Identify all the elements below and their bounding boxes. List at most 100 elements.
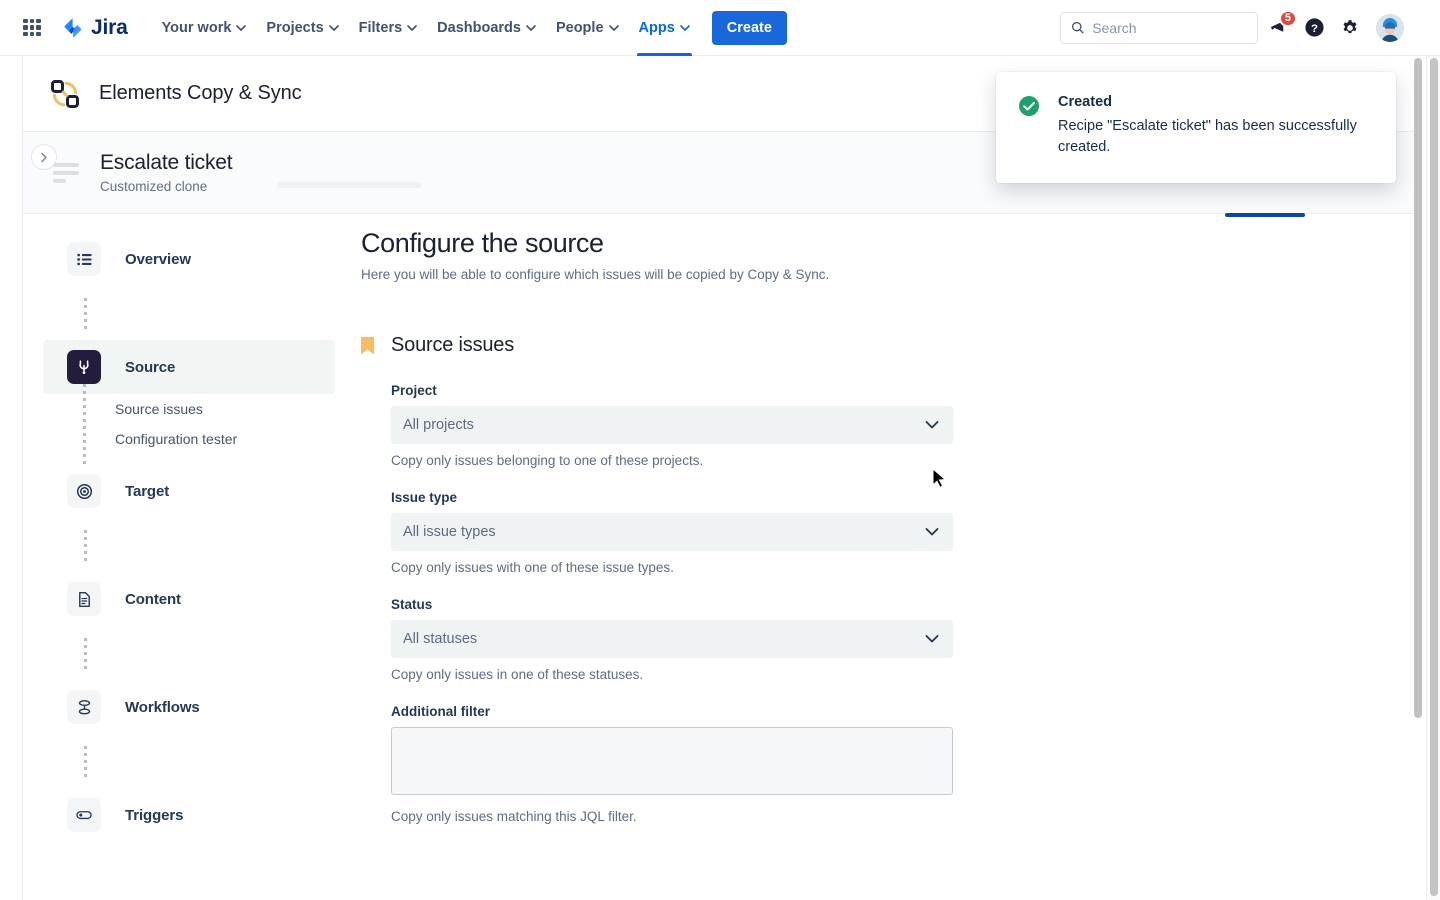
page-subtitle: Here you will be able to configure which…: [361, 267, 830, 282]
rail-subitem-configuration-tester[interactable]: Configuration tester: [115, 431, 238, 447]
svg-text:?: ?: [1311, 23, 1318, 35]
rail-connector: [83, 286, 87, 340]
field-project: Project All projects Copy only issues be…: [391, 383, 953, 468]
create-button[interactable]: Create: [711, 10, 787, 45]
page-bottom-spacer: [45, 898, 1418, 900]
chevron-down-icon: [328, 24, 339, 31]
chevron-down-icon: [925, 421, 939, 429]
primary-nav-items: Your work Projects Filters Dashboards Pe…: [152, 0, 787, 56]
recipe-step-rail: Overview Source Source issues Conf: [23, 214, 353, 900]
rail-item-label: Target: [125, 482, 170, 500]
page-title: Configure the source: [361, 228, 604, 258]
source-issues-form: Project All projects Copy only issues be…: [391, 383, 953, 824]
field-label: Additional filter: [391, 704, 490, 719]
gear-icon: [1343, 19, 1357, 33]
app-shell: Elements Copy & Sync Escalate ticket Cus…: [22, 56, 1418, 900]
rail-item-workflows[interactable]: Workflows: [43, 680, 335, 734]
recipe-placeholder-icon: [53, 162, 79, 184]
hidden-primary-button-edge[interactable]: [1225, 213, 1305, 217]
field-help: Copy only issues in one of these statuse…: [391, 667, 644, 682]
elements-copy-sync-logo-icon: [51, 79, 79, 108]
chevron-down-icon: [407, 24, 417, 31]
rail-subitem-source-issues[interactable]: Source issues: [115, 401, 203, 417]
rail-connector-dots: [83, 384, 86, 464]
app-title: Elements Copy & Sync: [99, 82, 302, 104]
rail-item-target[interactable]: Target: [43, 464, 335, 518]
field-help: Copy only issues matching this JQL filte…: [391, 809, 637, 824]
notification-badge: 5: [1278, 9, 1297, 27]
nav-item-your-work[interactable]: Your work: [152, 0, 257, 56]
source-subitems: Source issues Configuration tester: [67, 384, 353, 464]
recipe-subtitle: Customized clone: [100, 178, 208, 194]
list-icon: [67, 242, 101, 276]
rail-item-label: Triggers: [125, 806, 184, 824]
toast-message: Recipe "Escalate ticket" has been succes…: [1058, 118, 1357, 155]
search-icon: [1071, 21, 1084, 34]
avatar-image: [1376, 13, 1404, 42]
page-body: Overview Source Source issues Conf: [23, 214, 1418, 900]
nav-item-filters[interactable]: Filters: [349, 0, 428, 56]
rail-connector: [83, 518, 87, 572]
nav-item-dashboards[interactable]: Dashboards: [427, 0, 546, 56]
rail-item-label: Source: [125, 358, 176, 376]
field-status: Status All statuses Copy only issues in …: [391, 597, 953, 682]
success-check-icon: [1018, 95, 1040, 157]
flag-icon: [361, 336, 374, 355]
notifications-button[interactable]: 5: [1262, 9, 1297, 44]
field-label: Project: [391, 383, 437, 398]
jira-wordmark: Jira: [91, 15, 128, 39]
rail-item-source[interactable]: Source: [43, 340, 335, 394]
inner-scrollbar[interactable]: [1412, 56, 1424, 900]
jira-home-logo[interactable]: Jira: [62, 16, 128, 40]
jira-logo-icon: [64, 17, 82, 38]
select-value: All projects: [403, 417, 474, 433]
chevron-right-icon: [41, 152, 47, 162]
search-box[interactable]: [1060, 11, 1258, 44]
settings-button[interactable]: [1334, 12, 1366, 44]
field-label: Issue type: [391, 490, 458, 505]
chevron-down-icon: [236, 24, 247, 31]
nav-item-projects[interactable]: Projects: [256, 0, 348, 56]
main-content: Configure the source Here you will be ab…: [353, 214, 1418, 900]
field-issue-type: Issue type All issue types Copy only iss…: [391, 490, 953, 575]
top-navigation-bar: Jira Your work Projects Filters Dashboar…: [0, 0, 1440, 56]
select-value: All statuses: [403, 631, 478, 647]
search-input[interactable]: [1092, 19, 1247, 36]
app-switcher-icon[interactable]: [20, 16, 44, 40]
avatar[interactable]: [1376, 13, 1404, 42]
sidebar-expand-button[interactable]: [31, 144, 57, 170]
nav-item-people[interactable]: People: [546, 0, 629, 56]
issue-type-select[interactable]: All issue types: [391, 513, 953, 551]
help-button[interactable]: ?: [1298, 12, 1330, 44]
rail-item-overview[interactable]: Overview: [43, 232, 335, 286]
recipe-name: Escalate ticket: [100, 151, 233, 175]
target-icon: [67, 474, 101, 508]
success-toast: Created Recipe "Escalate ticket" has bee…: [996, 72, 1396, 184]
rail-item-label: Workflows: [125, 698, 200, 716]
source-icon: [67, 350, 101, 384]
top-nav-right-cluster: 5 ?: [1060, 9, 1440, 44]
toast-title: Created: [1058, 94, 1112, 110]
chevron-down-icon: [925, 528, 939, 536]
rail-connector: [83, 734, 87, 788]
inner-scrollbar-thumb[interactable]: [1414, 58, 1422, 718]
status-select[interactable]: All statuses: [391, 620, 953, 658]
field-help: Copy only issues with one of these issue…: [391, 560, 674, 575]
rail-item-content[interactable]: Content: [43, 572, 335, 626]
document-icon: [67, 582, 101, 616]
chevron-down-icon: [526, 24, 536, 31]
rail-connector: [83, 626, 87, 680]
project-select[interactable]: All projects: [391, 406, 953, 444]
field-additional-filter: Additional filter Copy only issues match…: [391, 704, 953, 824]
chevron-down-icon: [925, 635, 939, 643]
page-scrollbar-thumb[interactable]: [1430, 58, 1438, 896]
additional-filter-input[interactable]: [391, 727, 953, 795]
rail-item-triggers[interactable]: Triggers: [43, 788, 335, 842]
nav-item-apps[interactable]: Apps: [629, 0, 700, 56]
field-label: Status: [391, 597, 433, 612]
section-title: Source issues: [391, 334, 515, 356]
page-scrollbar[interactable]: [1426, 56, 1440, 900]
toggle-icon: [67, 798, 101, 832]
select-value: All issue types: [403, 524, 496, 540]
recipe-skeleton-bar: [277, 182, 422, 188]
